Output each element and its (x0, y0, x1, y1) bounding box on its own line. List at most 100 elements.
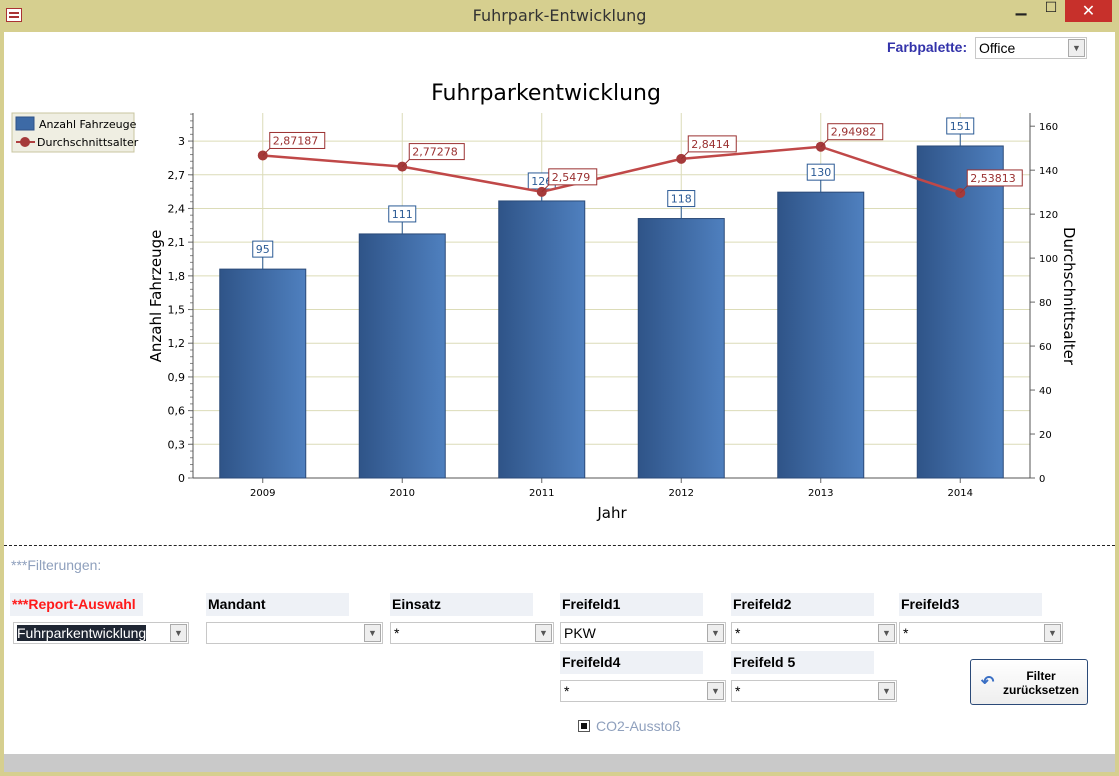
legend-item-anzahl: Anzahl Fahrzeuge (39, 118, 137, 131)
x-tick-label: 2013 (808, 488, 833, 499)
bar-label: 111 (392, 208, 413, 221)
freifeld5-label: Freifeld 5 (731, 651, 874, 674)
close-button[interactable]: ✕ (1065, 0, 1112, 22)
einsatz-label: Einsatz (390, 593, 533, 616)
y-tick-label: 1,5 (168, 304, 186, 317)
status-bar (4, 754, 1115, 772)
line-label-box (827, 123, 884, 141)
chevron-down-icon[interactable]: ▼ (707, 624, 724, 642)
freifeld5-value: * (735, 683, 741, 699)
series-line (262, 145, 961, 195)
line-label: 2,8414 (691, 138, 730, 151)
y2-tick-label: 40 (1039, 386, 1052, 397)
legend: Anzahl Fahrzeuge Durchschnittsalter (11, 112, 139, 153)
legend-bar-swatch (15, 116, 35, 131)
x-tick-label: 2010 (390, 488, 415, 499)
legend-marker (20, 137, 30, 147)
line-label: 2,53813 (970, 172, 1016, 185)
freifeld1-select[interactable]: PKW ▼ (560, 622, 726, 644)
palette-select[interactable]: Office ▼ (975, 37, 1087, 59)
chevron-down-icon[interactable]: ▼ (707, 682, 724, 700)
y-tick-label: 2,4 (168, 202, 186, 215)
freifeld2-label: Freifeld2 (731, 593, 874, 616)
chevron-down-icon[interactable]: ▼ (1068, 39, 1085, 57)
y-tick-label: 1,2 (168, 337, 186, 350)
line-label-box (408, 143, 465, 161)
y2-tick-label: 160 (1039, 122, 1058, 133)
bar-label: 151 (950, 120, 971, 133)
bar-label: 95 (256, 243, 270, 256)
freifeld3-select[interactable]: * ▼ (899, 622, 1063, 644)
freifeld4-value: * (564, 683, 570, 699)
einsatz-select[interactable]: * ▼ (390, 622, 554, 644)
freifeld1-value: PKW (564, 625, 596, 641)
filter-section-label: ***Filterungen: (11, 557, 102, 573)
line-label: 2,87187 (273, 134, 319, 147)
bar-label: 126 (531, 175, 552, 188)
y-tick-label: 0 (178, 472, 185, 485)
maximize-button[interactable]: ☐ (1044, 0, 1058, 16)
title-bar: Fuhrpark-Entwicklung ▁ ☐ ✕ (0, 0, 1119, 32)
co2-checkbox[interactable] (578, 720, 590, 732)
chart-title: Fuhrparkentwicklung (431, 81, 661, 106)
legend-item-alter: Durchschnittsalter (37, 136, 139, 149)
y2-tick-label: 80 (1039, 298, 1052, 309)
y2-tick-label: 60 (1039, 342, 1052, 353)
y2-tick-label: 100 (1039, 254, 1058, 265)
bar-label-box (388, 205, 417, 223)
x-tick-label: 2011 (529, 488, 554, 499)
freifeld2-value: * (735, 625, 741, 641)
chevron-down-icon[interactable]: ▼ (878, 624, 895, 642)
y-tick-label: 2,7 (168, 169, 186, 182)
co2-label: CO2-Ausstoß (596, 718, 681, 734)
y2-tick-label: 20 (1039, 430, 1052, 441)
y-tick-label: 1,8 (168, 270, 186, 283)
y-tick-label: 0,9 (168, 371, 186, 384)
bar (777, 191, 865, 479)
y2-tick-label: 140 (1039, 166, 1058, 177)
line-label-box (966, 169, 1023, 187)
reset-filter-button[interactable]: ↶ Filter zurücksetzen (970, 659, 1088, 705)
chevron-down-icon[interactable]: ▼ (535, 624, 552, 642)
x-tick-label: 2012 (669, 488, 694, 499)
einsatz-value: * (394, 625, 400, 641)
chart: Fuhrparkentwicklung Anzahl Fahrzeuge Dur… (11, 81, 1078, 522)
report-select[interactable]: Fuhrparkentwicklung ▼ (13, 622, 189, 644)
minimize-button[interactable]: ▁ (1015, 0, 1027, 16)
line-label: 2,5479 (552, 171, 591, 184)
y2-axis-label: Durchschnittsalter (1060, 227, 1078, 366)
chevron-down-icon[interactable]: ▼ (878, 682, 895, 700)
y-tick-label: 3 (178, 135, 185, 148)
bar-label-box (252, 240, 274, 258)
chevron-down-icon[interactable]: ▼ (170, 624, 187, 642)
bar (637, 218, 725, 479)
bar-label: 118 (671, 193, 692, 206)
line-label-box (548, 168, 598, 186)
chevron-down-icon[interactable]: ▼ (1044, 624, 1061, 642)
y-tick-label: 0,3 (168, 438, 186, 451)
freifeld4-label: Freifeld4 (560, 651, 703, 674)
palette-value: Office (979, 40, 1016, 56)
line-label-box (269, 131, 326, 149)
mandant-select[interactable]: ▼ (206, 622, 383, 644)
y2-tick-label: 120 (1039, 210, 1058, 221)
line-label-box (687, 135, 737, 153)
bar (219, 268, 307, 479)
y2-tick-label: 0 (1039, 474, 1045, 485)
bar-label-box (806, 163, 835, 181)
chevron-down-icon[interactable]: ▼ (364, 624, 381, 642)
window-title: Fuhrpark-Entwicklung (472, 6, 647, 25)
freifeld1-label: Freifeld1 (560, 593, 703, 616)
freifeld5-select[interactable]: * ▼ (731, 680, 897, 702)
palette-label: Farbpalette: (887, 39, 968, 55)
line-label: 2,94982 (831, 126, 877, 139)
freifeld4-select[interactable]: * ▼ (560, 680, 726, 702)
report-value: Fuhrparkentwicklung (17, 625, 147, 641)
mandant-label: Mandant (206, 593, 349, 616)
y-axis-label: Anzahl Fahrzeuge (147, 230, 165, 363)
freifeld2-select[interactable]: * ▼ (731, 622, 897, 644)
bar (498, 200, 586, 479)
y-tick-label: 2,1 (168, 236, 186, 249)
x-axis-label: Jahr (596, 504, 627, 522)
bar (916, 145, 1004, 479)
